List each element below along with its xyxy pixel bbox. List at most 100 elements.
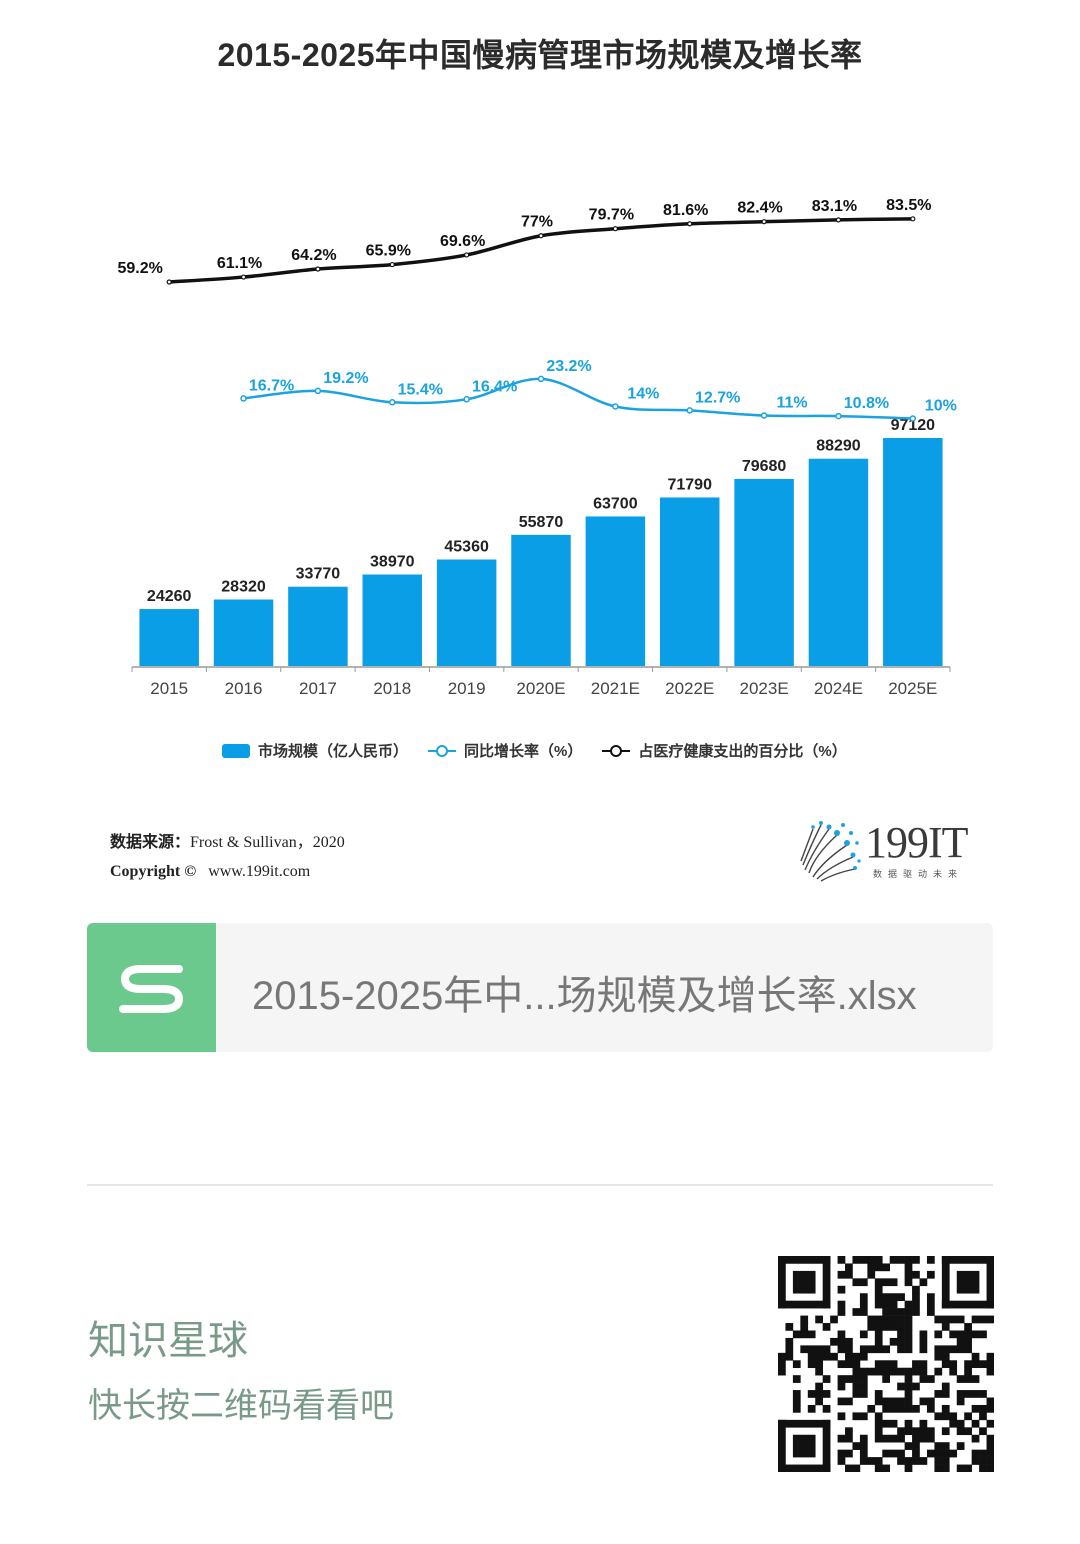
share-value-label: 59.2% <box>117 260 162 277</box>
legend-item-growth: 同比增长率（%） <box>428 740 582 761</box>
growth-point <box>240 395 247 402</box>
growth-point <box>760 412 768 419</box>
bar-value-label: 38970 <box>370 554 415 571</box>
growth-point <box>909 415 917 422</box>
bar <box>585 516 646 666</box>
x-tick-label: 2021E <box>591 679 640 698</box>
share-point <box>910 216 916 222</box>
source-site: www.199it.com <box>208 863 311 880</box>
black-line-marker-icon <box>602 744 631 757</box>
bar <box>883 438 943 666</box>
x-tick-label: 2020E <box>516 679 565 698</box>
bar <box>436 559 497 666</box>
share-value-label: 81.6% <box>663 202 708 219</box>
x-tick-label: 2022E <box>665 679 714 698</box>
share-point <box>612 226 618 232</box>
chart-title: 2015-2025年中国慢病管理市场规模及增长率 <box>217 37 863 73</box>
bar-value-label: 28320 <box>221 579 266 596</box>
dandelion-logo-icon <box>800 821 861 882</box>
growth-line <box>243 377 913 420</box>
logo-text: 199IT <box>865 818 969 867</box>
bar <box>734 478 794 666</box>
bar-swatch-icon <box>222 743 250 758</box>
bar <box>139 609 199 666</box>
growth-value-label: 23.2% <box>546 358 591 375</box>
bar <box>362 574 423 666</box>
planet-subtitle: 快长按二维码看看吧 <box>88 1387 394 1425</box>
share-value-label: 83.1% <box>812 198 857 215</box>
bar <box>288 586 348 666</box>
share-value-label: 64.2% <box>291 247 336 264</box>
blue-line-marker-icon <box>428 744 457 757</box>
bar-value-label: 88290 <box>816 438 861 455</box>
legend-label-growth: 同比增长率（%） <box>464 743 583 760</box>
growth-value-label: 12.7% <box>695 389 740 406</box>
legend-item-market-size: 市场规模（亿人民币） <box>222 740 408 761</box>
growth-point <box>463 396 470 403</box>
s-letter-icon <box>119 965 183 1013</box>
share-value-label: 61.1% <box>217 255 262 272</box>
bar <box>511 534 571 666</box>
bar <box>808 458 869 666</box>
share-point <box>835 217 842 223</box>
growth-value-label: 16.4% <box>472 378 517 395</box>
bar-value-label: 45360 <box>444 539 489 556</box>
growth-value-label: 15.4% <box>398 381 443 398</box>
legend-item-share: 占医疗健康支出的百分比（%） <box>602 740 847 761</box>
copyright-label: Copyright © <box>110 863 197 880</box>
chart-plot: 24260 28320 33770 38970 45360 55870 63700 71790… <box>117 197 957 698</box>
growth-point <box>835 412 842 420</box>
growth-value-label: 11% <box>777 395 808 412</box>
file-attachment-card[interactable]: 2015-2025年中...场规模及增长率.xlsx <box>87 923 993 1052</box>
qr-code-icon <box>778 1256 994 1472</box>
share-point <box>761 219 767 225</box>
share-value-label: 69.6% <box>440 233 485 250</box>
share-point <box>687 221 693 227</box>
x-tick-label: 2016 <box>225 679 263 698</box>
divider <box>87 1184 993 1186</box>
bar-value-label: 71790 <box>667 476 712 493</box>
legend-label-market-size: 市场规模（亿人民币） <box>258 743 409 760</box>
growth-value-label: 16.7% <box>249 377 294 394</box>
bar-value-label: 97120 <box>891 417 936 434</box>
source-text: Frost & Sullivan，2020 <box>190 834 345 851</box>
x-tick-label: 2025E <box>888 679 937 698</box>
growth-value-label: 10.8% <box>844 395 889 412</box>
bar-value-label: 24260 <box>147 588 192 605</box>
share-point <box>240 274 247 280</box>
share-value-label: 83.5% <box>886 197 931 214</box>
x-tick-label: 2017 <box>299 679 337 698</box>
bar <box>213 599 274 666</box>
share-value-label: 65.9% <box>366 243 411 260</box>
source-label: 数据来源： <box>110 834 191 851</box>
share-value-label: 82.4% <box>737 200 782 217</box>
share-point <box>166 279 172 285</box>
growth-point <box>612 403 619 410</box>
share-value-label: 77% <box>521 214 553 231</box>
bar-value-label: 79680 <box>742 458 787 475</box>
x-tick-label: 2015 <box>150 679 188 698</box>
growth-point <box>389 399 396 406</box>
share-point <box>315 266 321 272</box>
file-name: 2015-2025年中...场规模及增长率.xlsx <box>252 974 917 1018</box>
x-tick-label: 2024E <box>814 679 863 698</box>
growth-value-label: 19.2% <box>323 370 368 387</box>
growth-value-label: 14% <box>627 386 659 403</box>
bar-value-label: 33770 <box>296 566 341 583</box>
source-note: 数据来源：Frost & Sullivan，2020 Copyright © w… <box>110 828 345 886</box>
share-value-label: 79.7% <box>589 207 634 224</box>
spreadsheet-file-icon <box>87 923 216 1052</box>
x-tick-label: 2018 <box>373 679 411 698</box>
planet-title: 知识星球 <box>88 1319 248 1363</box>
chart-legend: 市场规模（亿人民币） 同比增长率（%） 占医疗健康支出的百分比（%） <box>222 740 867 761</box>
bar-value-label: 55870 <box>519 514 564 531</box>
logo-tagline: 数据驱动未来 <box>873 869 964 879</box>
brand-logo: 199IT 数据驱动未来 <box>795 815 985 890</box>
share-point <box>464 252 470 258</box>
share-point <box>389 261 395 268</box>
growth-point <box>314 387 322 395</box>
x-tick-label: 2019 <box>448 679 486 698</box>
growth-point <box>537 375 545 383</box>
growth-value-label: 10% <box>925 398 957 415</box>
bar <box>659 497 720 666</box>
